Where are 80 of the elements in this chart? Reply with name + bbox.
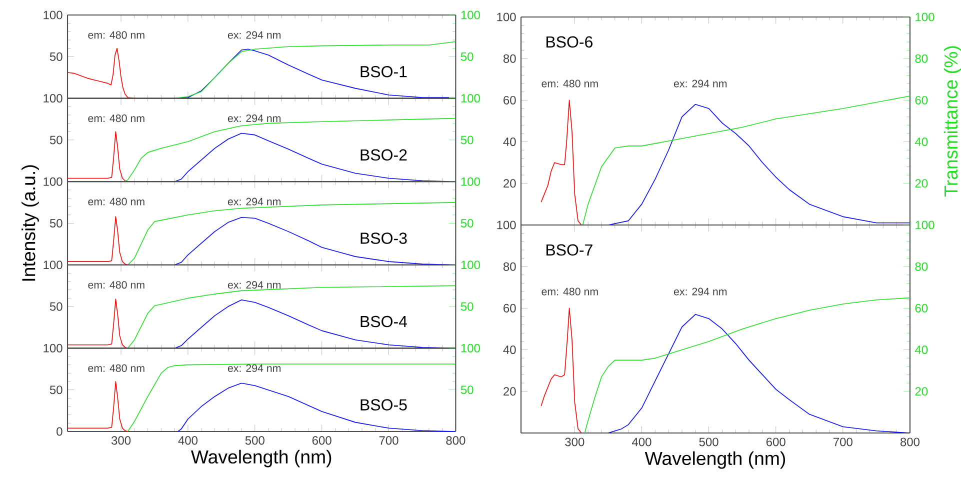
y-tick-label: 50 [50,218,62,228]
x-axis-title: Wavelength (nm) [644,451,786,469]
y-tick-label: 100 [497,12,516,22]
x-tick-label: 800 [900,438,920,446]
annotation: ex: 294 nm [228,281,281,289]
y-tick-label: 50 [50,136,62,144]
y-tick-label: 50 [50,386,62,394]
annotation: ex: 294 nm [228,31,281,39]
annotation: em: 480 nm [88,281,144,289]
text: BSO-7 [546,244,592,256]
y-axis-title: Intensity (a.u.) [22,165,39,281]
x-tick-label: 400 [632,438,652,446]
y2-tick-label: 60 [915,96,928,104]
y2-tick-label: 100 [916,220,934,230]
line-series [540,308,609,433]
y-tick-label: 0 [56,427,62,436]
y2-tick-label: 50 [460,386,474,394]
y-tick-label: 100 [497,220,516,230]
annotation: em: 480 nm [542,288,598,296]
annotation: ex: 294 nm [228,198,281,206]
y2-tick-label: 50 [460,218,474,228]
x-tick-label: 300 [112,436,131,445]
annotation: em: 480 nm [542,80,598,88]
annotation: ex: 294 nm [674,288,727,296]
y-tick-label: 60 [504,304,516,312]
y2-tick-label: 40 [914,138,928,146]
y-tick-label: 40 [503,138,516,146]
y2-tick-label: 50 [460,52,474,61]
y2-tick-label: 60 [915,304,928,312]
x-tick-label: 500 [699,438,718,446]
text: BSO-2 [360,149,407,161]
y2-tick-label: 50 [460,302,474,311]
annotation: em: 480 nm [88,198,144,206]
y-tick-label: 100 [44,260,62,270]
line-series [178,382,456,432]
text: BSO-3 [360,232,407,244]
y-tick-label: 50 [50,52,62,61]
x-tick-label: 300 [565,438,584,446]
y-tick-label: 100 [44,94,62,103]
text: BSO-5 [360,399,407,410]
y2-tick-label: 80 [915,262,928,271]
annotation: ex: 294 nm [228,364,281,372]
y-tick-label: 50 [50,302,62,311]
y2-tick-label: 20 [915,387,928,396]
y-tick-label: 60 [504,96,516,104]
annotation: ex: 294 nm [228,114,281,122]
x-tick-label: 400 [178,436,198,445]
y2-tick-label: 100 [461,260,480,270]
x-tick-label: 700 [379,436,398,445]
y-tick-label: 20 [504,387,516,396]
y-tick-label: 40 [503,346,516,354]
y-tick-label: 80 [503,262,516,271]
x-tick-label: 500 [245,436,264,445]
y2-tick-label: 50 [460,136,474,144]
y2-tick-label: 100 [461,177,480,186]
annotation: em: 480 nm [88,114,144,122]
y2-tick-label: 80 [915,54,928,63]
text: BSO-1 [360,66,407,78]
y-tick-label: 100 [44,344,62,352]
text: BSO-6 [546,36,592,48]
y2-tick-label: 100 [916,12,934,22]
annotation: em: 480 nm [88,31,144,39]
x-tick-label: 700 [834,438,852,446]
x-tick-label: 600 [766,438,786,446]
y2-axis-title: Transmittance (%) [944,46,961,196]
x-tick-label: 800 [446,436,466,445]
y2-tick-label: 40 [914,346,928,354]
annotation: em: 480 nm [88,364,144,372]
text: BSO-4 [360,316,408,328]
y-tick-label: 20 [504,179,516,188]
y2-tick-label: 100 [461,344,480,352]
y-tick-label: 100 [44,177,62,186]
x-axis-title: Wavelength (nm) [190,450,332,468]
y2-tick-label: 100 [461,10,480,20]
y-tick-label: 80 [503,54,516,63]
y-tick-label: 100 [44,10,62,20]
annotation: ex: 294 nm [674,80,727,88]
x-tick-label: 600 [312,436,332,445]
y2-tick-label: 20 [915,179,928,188]
y2-tick-label: 100 [461,94,480,103]
